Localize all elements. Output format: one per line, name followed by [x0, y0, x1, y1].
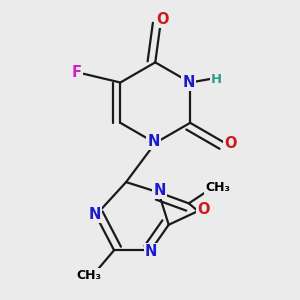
Text: N: N: [153, 183, 166, 198]
Text: O: O: [197, 202, 209, 217]
Text: N: N: [145, 244, 157, 259]
Text: H: H: [211, 73, 222, 85]
Text: N: N: [147, 134, 160, 149]
Text: N: N: [182, 75, 195, 90]
Text: N: N: [88, 207, 101, 222]
Text: O: O: [224, 136, 237, 152]
Text: CH₃: CH₃: [205, 181, 230, 194]
Text: F: F: [71, 65, 82, 80]
Text: O: O: [156, 12, 169, 27]
Text: CH₃: CH₃: [76, 269, 101, 282]
